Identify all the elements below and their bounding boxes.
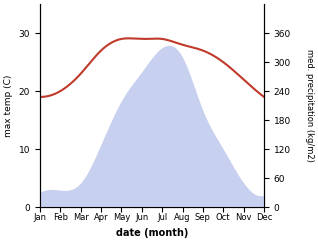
Y-axis label: max temp (C): max temp (C) [4,74,13,137]
X-axis label: date (month): date (month) [116,228,188,238]
Y-axis label: med. precipitation (kg/m2): med. precipitation (kg/m2) [305,49,314,162]
